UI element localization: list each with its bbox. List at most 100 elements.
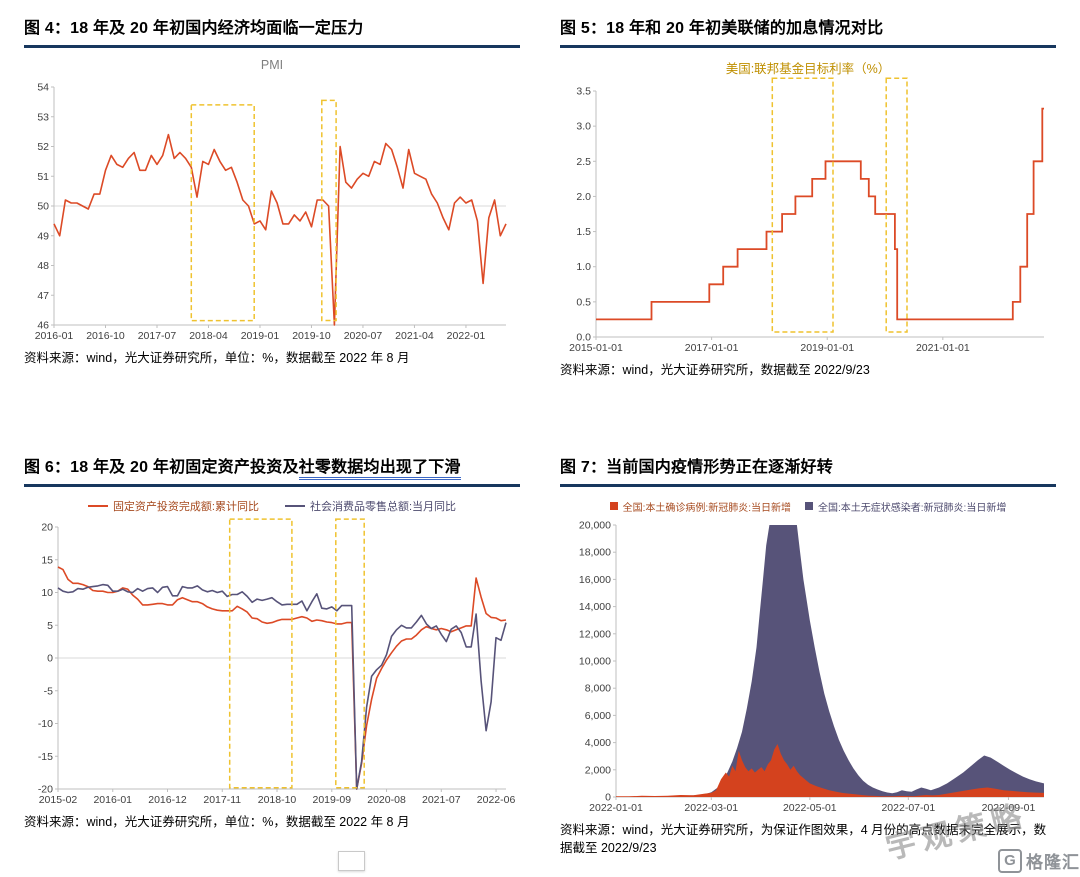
svg-text:5: 5 [47, 620, 53, 632]
svg-text:2017-01-01: 2017-01-01 [685, 342, 739, 354]
svg-text:12,000: 12,000 [579, 628, 611, 640]
gelonghui-logo-text: 格隆汇 [1026, 853, 1080, 872]
svg-text:-20: -20 [38, 784, 53, 796]
fai-retail-line-chart: -20 -15 -10 -5 0 5 10 15 20 2015-02 2016-01 2016-12… [24, 517, 520, 809]
svg-text:2022-03-01: 2022-03-01 [684, 802, 738, 814]
svg-text:3.0: 3.0 [576, 121, 591, 133]
svg-text:0.0: 0.0 [576, 332, 591, 344]
svg-text:54: 54 [37, 82, 49, 94]
svg-text:20: 20 [41, 522, 53, 534]
svg-text:50: 50 [37, 201, 49, 213]
svg-text:10,000: 10,000 [579, 656, 611, 668]
svg-text:2019-10: 2019-10 [292, 330, 331, 342]
svg-text:51: 51 [37, 171, 49, 183]
svg-text:2016-12: 2016-12 [148, 794, 187, 806]
svg-text:2016-10: 2016-10 [86, 330, 125, 342]
legend-item-confirmed: 全国:本土确诊病例:新冠肺炎:当日新增 [609, 499, 791, 514]
fig6-source: 资料来源：wind，光大证券研究所，单位：%，数据截至 2022 年 8 月 [24, 815, 410, 830]
svg-text:15: 15 [41, 554, 53, 566]
svg-text:2017-11: 2017-11 [203, 794, 241, 806]
fig6-title-prefix: 图 6：18 年及 20 年初固定资产投资及 [24, 459, 299, 477]
gelonghui-g-icon: G [998, 848, 1022, 873]
svg-text:-10: -10 [38, 718, 53, 730]
gelonghui-logo: G 格隆汇 [998, 848, 1080, 873]
svg-text:2021-01-01: 2021-01-01 [916, 342, 970, 354]
confirmed-cases-swatch [609, 502, 618, 511]
asymptomatic-cases-swatch [805, 502, 813, 511]
svg-text:0.5: 0.5 [576, 296, 591, 308]
svg-text:2015-01-01: 2015-01-01 [569, 342, 623, 354]
svg-text:2.5: 2.5 [576, 156, 591, 168]
svg-text:6,000: 6,000 [585, 710, 611, 722]
svg-text:2016-01: 2016-01 [93, 794, 132, 806]
svg-text:3.5: 3.5 [576, 86, 591, 98]
svg-text:18,000: 18,000 [579, 547, 611, 559]
svg-text:49: 49 [37, 230, 49, 242]
pmi-chart-title: PMI [260, 58, 284, 72]
svg-text:2019-01: 2019-01 [241, 330, 280, 342]
svg-text:48: 48 [37, 260, 49, 272]
svg-text:2020-07: 2020-07 [344, 330, 383, 342]
svg-text:46: 46 [37, 320, 49, 332]
fig6-title: 图 6：18 年及 20 年初固定资产投资及社零数据均出现了下滑 [24, 449, 520, 488]
svg-text:2022-06: 2022-06 [477, 794, 516, 806]
fig6-title-underlined: 社零数据均出现了下滑 [298, 459, 461, 481]
fed-rate-chart-title: 美国:联邦基金目标利率（%） [725, 62, 891, 76]
svg-text:1.5: 1.5 [576, 226, 591, 238]
svg-text:47: 47 [37, 290, 49, 302]
svg-text:0: 0 [605, 792, 611, 804]
svg-text:2.0: 2.0 [576, 191, 591, 203]
svg-text:2020-08: 2020-08 [367, 794, 406, 806]
svg-text:2017-07: 2017-07 [138, 330, 177, 342]
svg-text:2019-01-01: 2019-01-01 [800, 342, 854, 354]
covid-area-chart: 0 2,000 4,000 6,000 8,000 10,000 12,000 14,000 1… [560, 517, 1056, 817]
retail-legend-label: 社会消费品零售总额:当月同比 [310, 501, 457, 514]
svg-text:2015-02: 2015-02 [39, 794, 78, 806]
fed-rate-step-chart: 0.0 0.5 1.0 1.5 2.0 2.5 3.0 3.5 2015-01-01 2017-0… [560, 77, 1056, 357]
fig7-source: 资料来源：wind，光大证券研究所，为保证作图效果，4 月份的高点数据未完全展示… [560, 823, 1047, 856]
svg-text:-15: -15 [38, 751, 53, 763]
fig4-title: 图 4：18 年及 20 年初国内经济均面临一定压力 [24, 10, 520, 48]
svg-text:2016-01: 2016-01 [35, 330, 74, 342]
svg-text:2021-07: 2021-07 [422, 794, 461, 806]
fig7-title-text: 图 7：当前国内疫情形势正在逐渐好转 [560, 459, 833, 477]
fig4-source: 资料来源：wind，光大证券研究所，单位：%，数据截至 2022 年 8 月 [24, 351, 410, 365]
fig4-title-text: 图 4：18 年及 20 年初国内经济均面临一定压力 [24, 20, 364, 37]
fig7-legend: 全国:本土确诊病例:新冠肺炎:当日新增 全国:本土无症状感染者:新冠肺炎:当日新… [560, 499, 1056, 514]
panel-fig6: 图 6：18 年及 20 年初固定资产投资及社零数据均出现了下滑 固定资产投资完… [24, 449, 520, 857]
fai-legend-label: 固定资产投资完成额:累计同比 [112, 501, 259, 514]
svg-text:2022-05-01: 2022-05-01 [783, 802, 837, 814]
svg-text:4,000: 4,000 [585, 737, 611, 749]
svg-text:8,000: 8,000 [585, 683, 611, 695]
fig5-source: 资料来源：wind，光大证券研究所，数据截至 2022/9/23 [560, 363, 870, 377]
svg-text:2022-01: 2022-01 [447, 330, 486, 342]
asymptomatic-legend-label: 全国:本土无症状感染者:新冠肺炎:当日新增 [818, 502, 1007, 514]
svg-text:2022-01-01: 2022-01-01 [589, 802, 643, 814]
svg-text:20,000: 20,000 [579, 520, 611, 532]
svg-text:2022-07-01: 2022-07-01 [881, 802, 935, 814]
svg-text:2022-09-01: 2022-09-01 [982, 802, 1036, 814]
retail-line-swatch [285, 505, 305, 508]
panel-fig5: 图 5：18 年和 20 年初美联储的加息情况对比 美国:联邦基金目标利率（%）… [560, 10, 1056, 379]
svg-text:2,000: 2,000 [585, 764, 611, 776]
fig6-legend: 固定资产投资完成额:累计同比 社会消费品零售总额:当月同比 [24, 499, 520, 513]
fai-line-swatch [87, 505, 108, 508]
pmi-line-chart: 46 47 48 49 50 51 52 53 54 2016-01 2016-10 2017-07 2… [24, 77, 520, 345]
svg-text:2018-04: 2018-04 [189, 330, 228, 342]
confirmed-legend-label: 全国:本土确诊病例:新冠肺炎:当日新增 [622, 502, 791, 514]
fig5-title-text: 图 5：18 年和 20 年初美联储的加息情况对比 [560, 20, 884, 37]
svg-text:16,000: 16,000 [579, 574, 611, 586]
legend-item-asymptomatic: 全国:本土无症状感染者:新冠肺炎:当日新增 [805, 499, 1006, 514]
svg-text:2021-04: 2021-04 [395, 330, 434, 342]
svg-text:0: 0 [47, 653, 53, 665]
stray-empty-box [338, 851, 365, 871]
svg-text:14,000: 14,000 [579, 601, 611, 613]
svg-text:-5: -5 [44, 685, 53, 697]
charts-grid: 图 4：18 年及 20 年初国内经济均面临一定压力 PMI 46 47 48 49 5… [24, 10, 1056, 857]
panel-fig4: 图 4：18 年及 20 年初国内经济均面临一定压力 PMI 46 47 48 49 5… [24, 10, 520, 379]
svg-text:2018-10: 2018-10 [258, 794, 297, 806]
svg-text:1.0: 1.0 [576, 261, 591, 273]
svg-text:53: 53 [37, 111, 49, 123]
svg-text:2019-09: 2019-09 [313, 794, 352, 806]
